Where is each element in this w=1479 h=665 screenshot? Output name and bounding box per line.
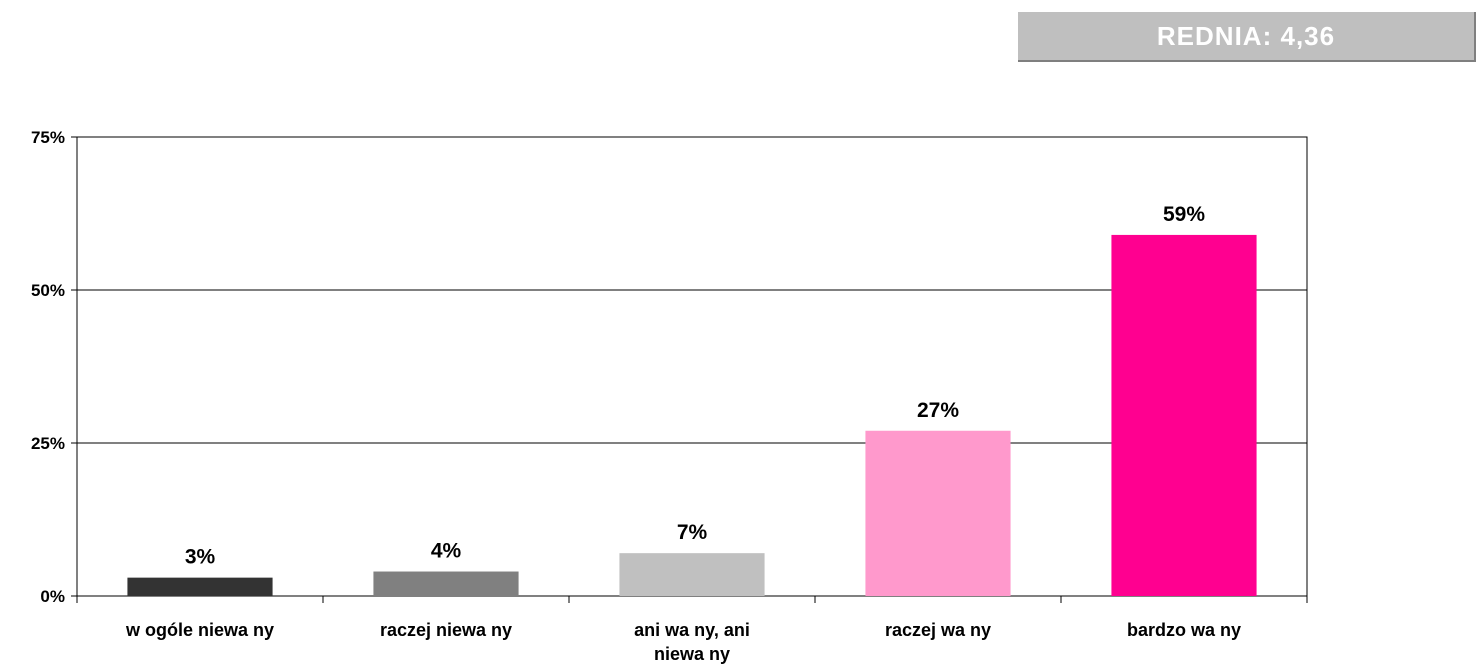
y-tick-label: 50% xyxy=(31,281,65,300)
y-tick-label: 75% xyxy=(31,128,65,147)
bar xyxy=(865,430,1011,596)
data-label: 7% xyxy=(677,521,708,544)
x-tick-label: raczej wa ny xyxy=(885,620,991,640)
average-label: REDNIA: xyxy=(1156,20,1273,51)
y-tick-label: 25% xyxy=(31,434,65,453)
data-label: 59% xyxy=(1163,203,1205,226)
average-value: 4,36 xyxy=(1280,20,1336,51)
x-tick-label: ani wa ny, ani niewa ny xyxy=(634,620,750,664)
bar xyxy=(619,553,765,596)
x-tick-label: w ogóle niewa ny xyxy=(125,620,274,640)
average-summary-box: REDNIA: 4,36 xyxy=(1018,12,1476,62)
data-label: 27% xyxy=(917,399,959,422)
bar xyxy=(373,571,519,596)
bar xyxy=(127,577,273,596)
data-label: 4% xyxy=(431,540,462,563)
y-tick-label: 0% xyxy=(40,587,65,606)
bar xyxy=(1111,234,1257,597)
x-tick-label: bardzo wa ny xyxy=(1127,620,1241,640)
x-tick-label: raczej niewa ny xyxy=(380,620,512,640)
data-label: 3% xyxy=(185,546,216,569)
